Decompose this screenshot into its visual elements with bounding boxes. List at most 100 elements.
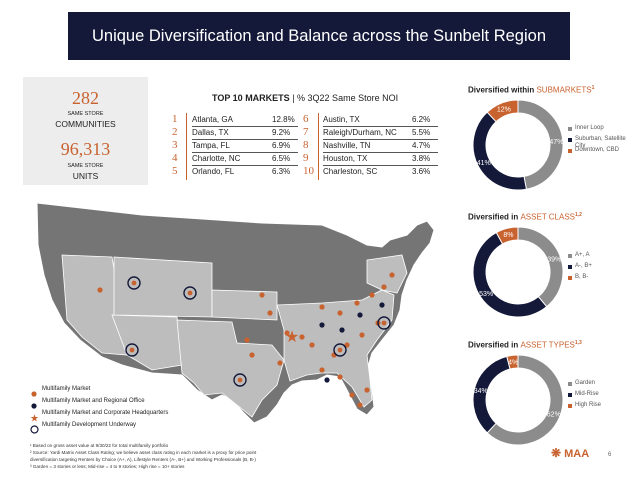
donut-label: 4% xyxy=(508,359,518,366)
donut-title-sup: 1,3 xyxy=(574,340,582,346)
map-legend-label: Multifamily Development Underway xyxy=(42,422,137,428)
market-rank: 9 xyxy=(303,152,309,164)
donut-label: 8% xyxy=(503,232,513,239)
logo-mark-icon: ❋ xyxy=(551,446,562,460)
market-pct: 4.7% xyxy=(412,141,431,150)
market-pct: 6.9% xyxy=(272,141,291,150)
orange-dot-icon xyxy=(30,385,38,403)
market-dot xyxy=(97,287,103,293)
regional-office-dot xyxy=(319,322,325,328)
state-tx xyxy=(176,319,285,418)
footnote: ¹ Based on gross asset value at 9/30/22 … xyxy=(30,443,169,448)
market-dot xyxy=(359,332,365,338)
development-ring xyxy=(377,316,391,330)
divider xyxy=(318,113,319,180)
state-mid-atlantic xyxy=(366,254,408,294)
market-dot xyxy=(277,360,283,366)
market-dot xyxy=(389,272,395,278)
market-name: Dallas, TX xyxy=(192,128,229,137)
legend-swatch xyxy=(568,276,572,280)
map-legend-label: Multifamily Market and Regional Office xyxy=(42,398,145,404)
market-rank: 5 xyxy=(172,165,178,177)
market-name: Charlotte, NC xyxy=(192,154,241,163)
communities-label: COMMUNITIES xyxy=(55,119,116,129)
donut-title-sup: 1,2 xyxy=(575,212,582,218)
us-map: ★ xyxy=(36,202,435,424)
ring-icon xyxy=(30,421,39,439)
map-legend-label: Multifamily Market and Corporate Headqua… xyxy=(42,410,169,416)
market-rank: 10 xyxy=(303,165,314,177)
donut-slice xyxy=(495,226,519,245)
row-divider xyxy=(192,139,298,140)
donut-label: 47% xyxy=(549,139,563,146)
donut-slice xyxy=(506,354,519,370)
communities-value: 282 xyxy=(72,88,99,108)
donut-label: 39% xyxy=(547,256,561,263)
legend-label: Downtown, CBD xyxy=(575,147,620,153)
market-dot xyxy=(337,347,343,353)
market-pct: 5.5% xyxy=(412,128,431,137)
development-ring xyxy=(233,373,247,387)
development-ring xyxy=(125,343,139,357)
footnote: ³ Garden = 3 stories or less; Mid-rise =… xyxy=(30,464,185,469)
market-rank: 1 xyxy=(172,113,178,125)
top10-title: TOP 10 MARKETS xyxy=(212,93,290,103)
legend-swatch xyxy=(568,127,572,131)
legend-label: A+, A xyxy=(575,252,590,258)
market-dot xyxy=(381,284,387,290)
market-rank: 6 xyxy=(303,113,309,125)
row-divider xyxy=(323,139,438,140)
state-south xyxy=(276,289,395,408)
market-dot xyxy=(354,300,360,306)
donut-title: Diversified in ASSET TYPES1,3 xyxy=(468,340,582,350)
legend-label: Garden xyxy=(575,380,596,386)
market-pct: 6.5% xyxy=(272,154,291,163)
donut-chart: 62% 34% 4% xyxy=(472,354,564,446)
legend-swatch xyxy=(568,382,572,386)
legend-swatch xyxy=(568,265,572,269)
market-dot xyxy=(131,280,137,286)
market-rank: 8 xyxy=(303,139,309,151)
footnote: ² Source: Yardi Matrix Asset Class Ratin… xyxy=(30,450,257,455)
development-ring xyxy=(127,276,141,290)
legend-label: Suburban, Satellite City xyxy=(575,136,626,149)
legend-label: Mid-Rise xyxy=(575,391,599,397)
market-pct: 9.2% xyxy=(272,128,291,137)
development-ring xyxy=(183,286,197,300)
row-divider xyxy=(192,165,298,166)
maa-logo: ❋ MAA xyxy=(551,446,589,460)
legend-label: High Rise xyxy=(575,402,602,408)
headquarters-star-icon: ★ xyxy=(285,329,299,346)
star-icon: ★ xyxy=(30,409,39,427)
market-name: Austin, TX xyxy=(323,115,360,124)
market-dot xyxy=(319,367,325,373)
page-title: Unique Diversification and Balance acros… xyxy=(68,12,570,60)
row-divider xyxy=(323,165,438,166)
legend-label: B, B- xyxy=(575,274,589,280)
market-pct: 6.3% xyxy=(272,167,291,176)
market-pct: 3.6% xyxy=(412,167,431,176)
market-name: Nashville, TN xyxy=(323,141,371,150)
market-dot xyxy=(364,387,370,393)
donut-title-sup: 1 xyxy=(591,85,595,91)
map-legend-label: Multifamily Market xyxy=(42,386,91,392)
units-label-small: SAME STORE xyxy=(67,163,104,169)
market-rank: 7 xyxy=(303,126,309,138)
donut-label: 41% xyxy=(477,160,491,167)
donut-title-prefix: Diversified in xyxy=(468,212,521,222)
legend-swatch xyxy=(568,254,572,258)
legend-swatch xyxy=(568,149,572,153)
units-label: UNITS xyxy=(72,171,99,181)
regional-office-dot xyxy=(324,377,330,383)
footnote: diversification targeting Renters by Cho… xyxy=(30,457,256,462)
market-pct: 6.2% xyxy=(412,115,431,124)
regional-office-dot xyxy=(379,302,385,308)
market-name: Orlando, FL xyxy=(192,167,235,176)
stats-box: 282 SAME STORE COMMUNITIES 96,313 SAME S… xyxy=(23,77,148,185)
legend-label: A-, B+ xyxy=(575,263,592,269)
state-az-nm xyxy=(111,314,183,371)
market-dot xyxy=(369,292,375,298)
market-rank: 2 xyxy=(172,126,178,138)
communities-label-small: SAME STORE xyxy=(67,111,104,117)
market-dot xyxy=(237,377,243,383)
